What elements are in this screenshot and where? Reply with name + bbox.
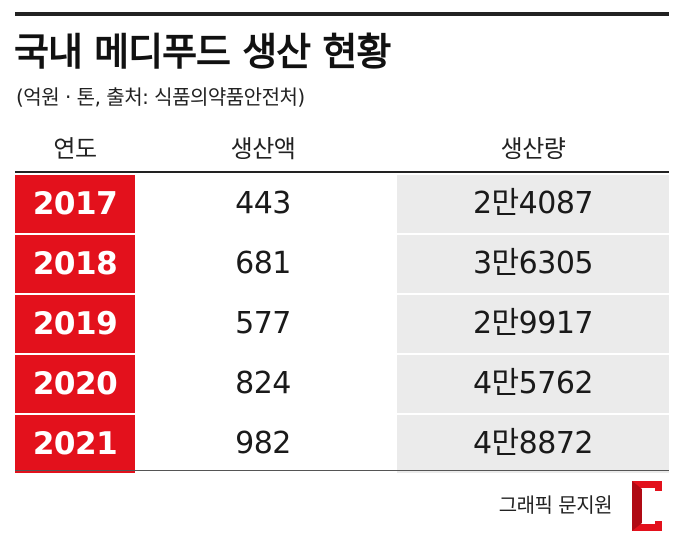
table-row: 2017 443 2만4087 — [15, 175, 669, 233]
qty-cell: 2만9917 — [397, 295, 669, 353]
value-cell: 443 — [135, 175, 391, 233]
value-cell: 982 — [135, 415, 391, 473]
top-rule — [15, 12, 669, 16]
table-row: 2019 577 2만9917 — [15, 295, 669, 353]
year-cell: 2021 — [15, 415, 135, 473]
chart-subtitle: (억원 · 톤, 출처: 식품의약품안전처) — [16, 85, 305, 109]
value-cell: 577 — [135, 295, 391, 353]
qty-cell: 4만5762 — [397, 355, 669, 413]
chart-title: 국내 메디푸드 생산 현황 — [14, 30, 391, 74]
table-row: 2020 824 4만5762 — [15, 355, 669, 413]
year-cell: 2019 — [15, 295, 135, 353]
data-table: 연도 생산액 생산량 2017 443 2만4087 2018 681 3만63… — [15, 128, 669, 473]
year-cell: 2020 — [15, 355, 135, 413]
header-value: 생산액 — [230, 135, 296, 163]
year-cell: 2017 — [15, 175, 135, 233]
header-year: 연도 — [53, 135, 97, 163]
bottom-rule — [15, 470, 669, 471]
graphic-credit: 그래픽 문지원 — [498, 493, 613, 517]
table-header: 연도 생산액 생산량 — [15, 128, 669, 173]
value-cell: 681 — [135, 235, 391, 293]
qty-cell: 4만8872 — [397, 415, 669, 473]
table-row: 2018 681 3만6305 — [15, 235, 669, 293]
value-cell: 824 — [135, 355, 391, 413]
qty-cell: 3만6305 — [397, 235, 669, 293]
red-bracket-logo-icon — [632, 481, 662, 531]
table-row: 2021 982 4만8872 — [15, 415, 669, 473]
header-qty: 생산량 — [500, 135, 566, 163]
year-cell: 2018 — [15, 235, 135, 293]
qty-cell: 2만4087 — [397, 175, 669, 233]
